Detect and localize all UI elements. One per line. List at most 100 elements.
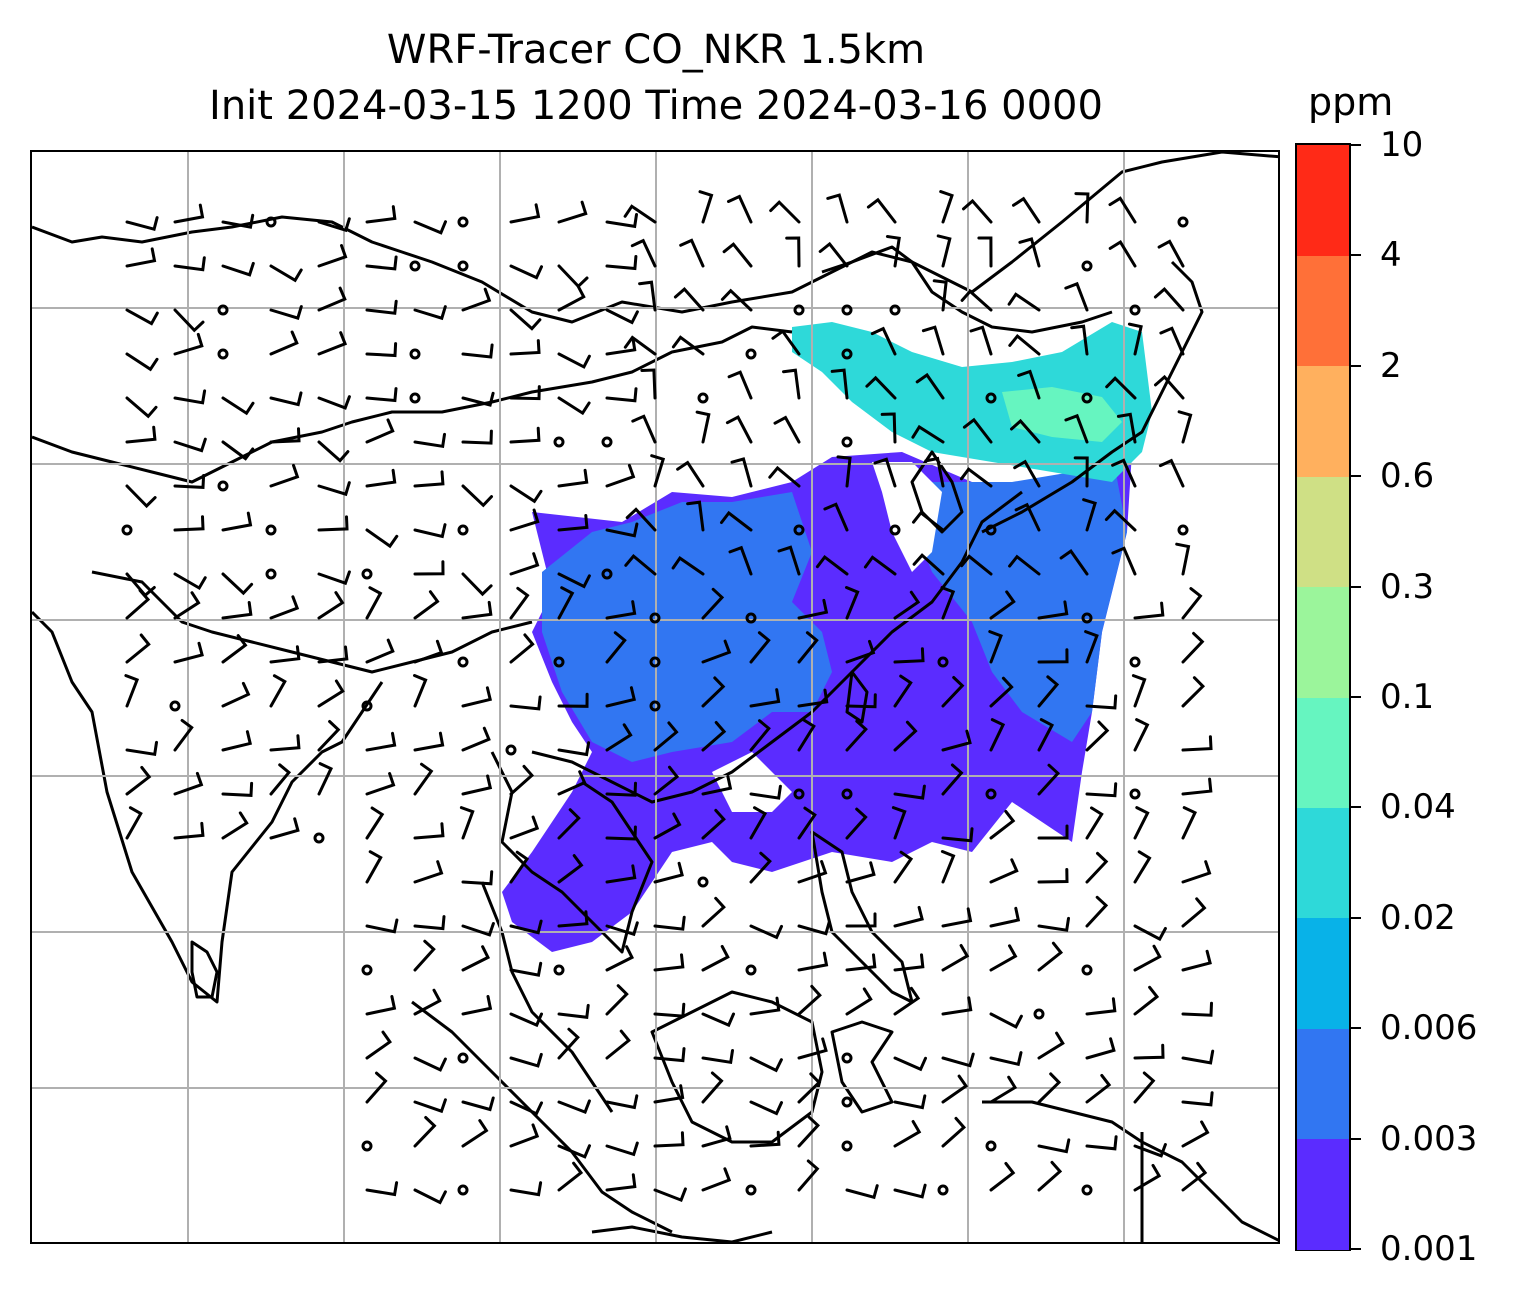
wind-barb [701,1071,724,1104]
wind-barb [797,1159,820,1192]
colorbar-segment [1297,1028,1349,1140]
wind-barb [1073,456,1089,488]
border-himalaya [91,570,533,674]
wind-barb [873,457,897,488]
wind-barb [605,984,629,1016]
coastlines [32,152,1278,1242]
colorbar-tick [1351,475,1361,478]
wind-barb [1037,868,1069,884]
wind-barb [125,352,159,372]
wind-barb [461,1096,495,1112]
wind-barb [1181,897,1207,928]
wind-barb [941,1116,967,1148]
wind-barb [605,723,633,752]
calm-wind-marker [1129,788,1141,800]
wind-barb [125,765,152,796]
wind-barb [728,545,753,576]
wind-barb [1175,542,1191,576]
wind-barb [749,1130,781,1148]
calm-wind-marker [1177,216,1189,228]
calm-wind-marker [265,216,277,228]
wind-barb [125,216,159,232]
wind-barb [173,641,204,664]
wind-barb [1064,281,1089,312]
wind-barb [893,1094,927,1110]
calm-wind-marker [457,656,469,668]
wind-barb [1085,806,1104,840]
wind-barb [1116,412,1137,444]
wind-barb [671,335,705,356]
wind-barb [623,335,657,356]
wind-barb [1037,1138,1071,1154]
wind-barb [173,389,207,405]
wind-barb [461,995,493,1016]
wind-barb [125,806,143,840]
wind-barb [269,734,301,752]
colorbar-tick-label: 0.02 [1380,897,1456,938]
wind-barb [1108,240,1137,268]
wind-barb [701,775,733,796]
wind-barb [557,264,589,289]
wind-barb [720,288,753,312]
wind-barb [749,806,768,840]
wind-barb [317,286,347,312]
wind-barb [1085,1073,1112,1104]
calm-wind-marker [409,348,421,360]
wind-barb [557,741,591,757]
calm-wind-marker [217,480,229,492]
wind-barb [640,368,657,400]
wind-barb [509,1181,543,1197]
wind-barb [1181,806,1197,840]
coast-sulawesi [830,1020,894,1114]
wind-barb [461,945,491,972]
wind-barb [173,474,206,489]
chart-title-line-1: WRF-Tracer CO_NKR 1.5km [386,27,926,73]
wind-barb [1008,333,1041,356]
coast-new-guinea [982,1100,1278,1242]
plume-north-peak-region [1002,387,1122,442]
wind-barb [959,467,993,488]
wind-barb [317,570,351,586]
wind-barb [1012,196,1041,224]
calm-wind-marker [409,392,421,404]
wind-barb [221,781,254,797]
wind-barb [221,730,253,752]
wind-barb [413,822,445,840]
wind-barb [749,631,771,664]
calm-wind-marker [1081,392,1093,404]
wind-barb [988,630,1003,664]
wind-barb [1074,192,1090,224]
wind-barb [317,720,341,752]
calm-wind-marker [457,260,469,272]
wind-barb [698,190,714,224]
wind-barb [676,460,705,488]
wind-barb [269,330,299,356]
colorbar-segment [1297,145,1349,256]
colorbar-tick-label: 0.04 [1380,787,1456,828]
wind-barb [866,197,897,224]
wind-barb [509,203,541,224]
wind-barb [1111,458,1137,488]
wind-barb [1111,546,1137,576]
colorbar-tick [1351,1027,1361,1030]
wind-barb [221,572,254,596]
colorbar-segment [1297,476,1349,588]
wind-barb [413,1098,447,1114]
wind-barb [365,205,397,224]
wind-barb [749,784,782,800]
wind-barb [605,255,638,271]
wind-barb [509,1052,543,1068]
wind-barb [461,484,493,508]
wind-barb [557,396,591,416]
wind-barb [509,339,541,356]
wind-barb [173,572,207,591]
wind-barb [557,910,589,928]
wind-barb [125,633,151,664]
wind-barb [941,827,974,843]
wind-barb [557,514,589,532]
wind-barb [818,241,849,268]
wind-barb [173,718,194,752]
wind-barb [605,945,635,972]
wind-barb [720,510,753,532]
wind-barb [701,896,726,928]
